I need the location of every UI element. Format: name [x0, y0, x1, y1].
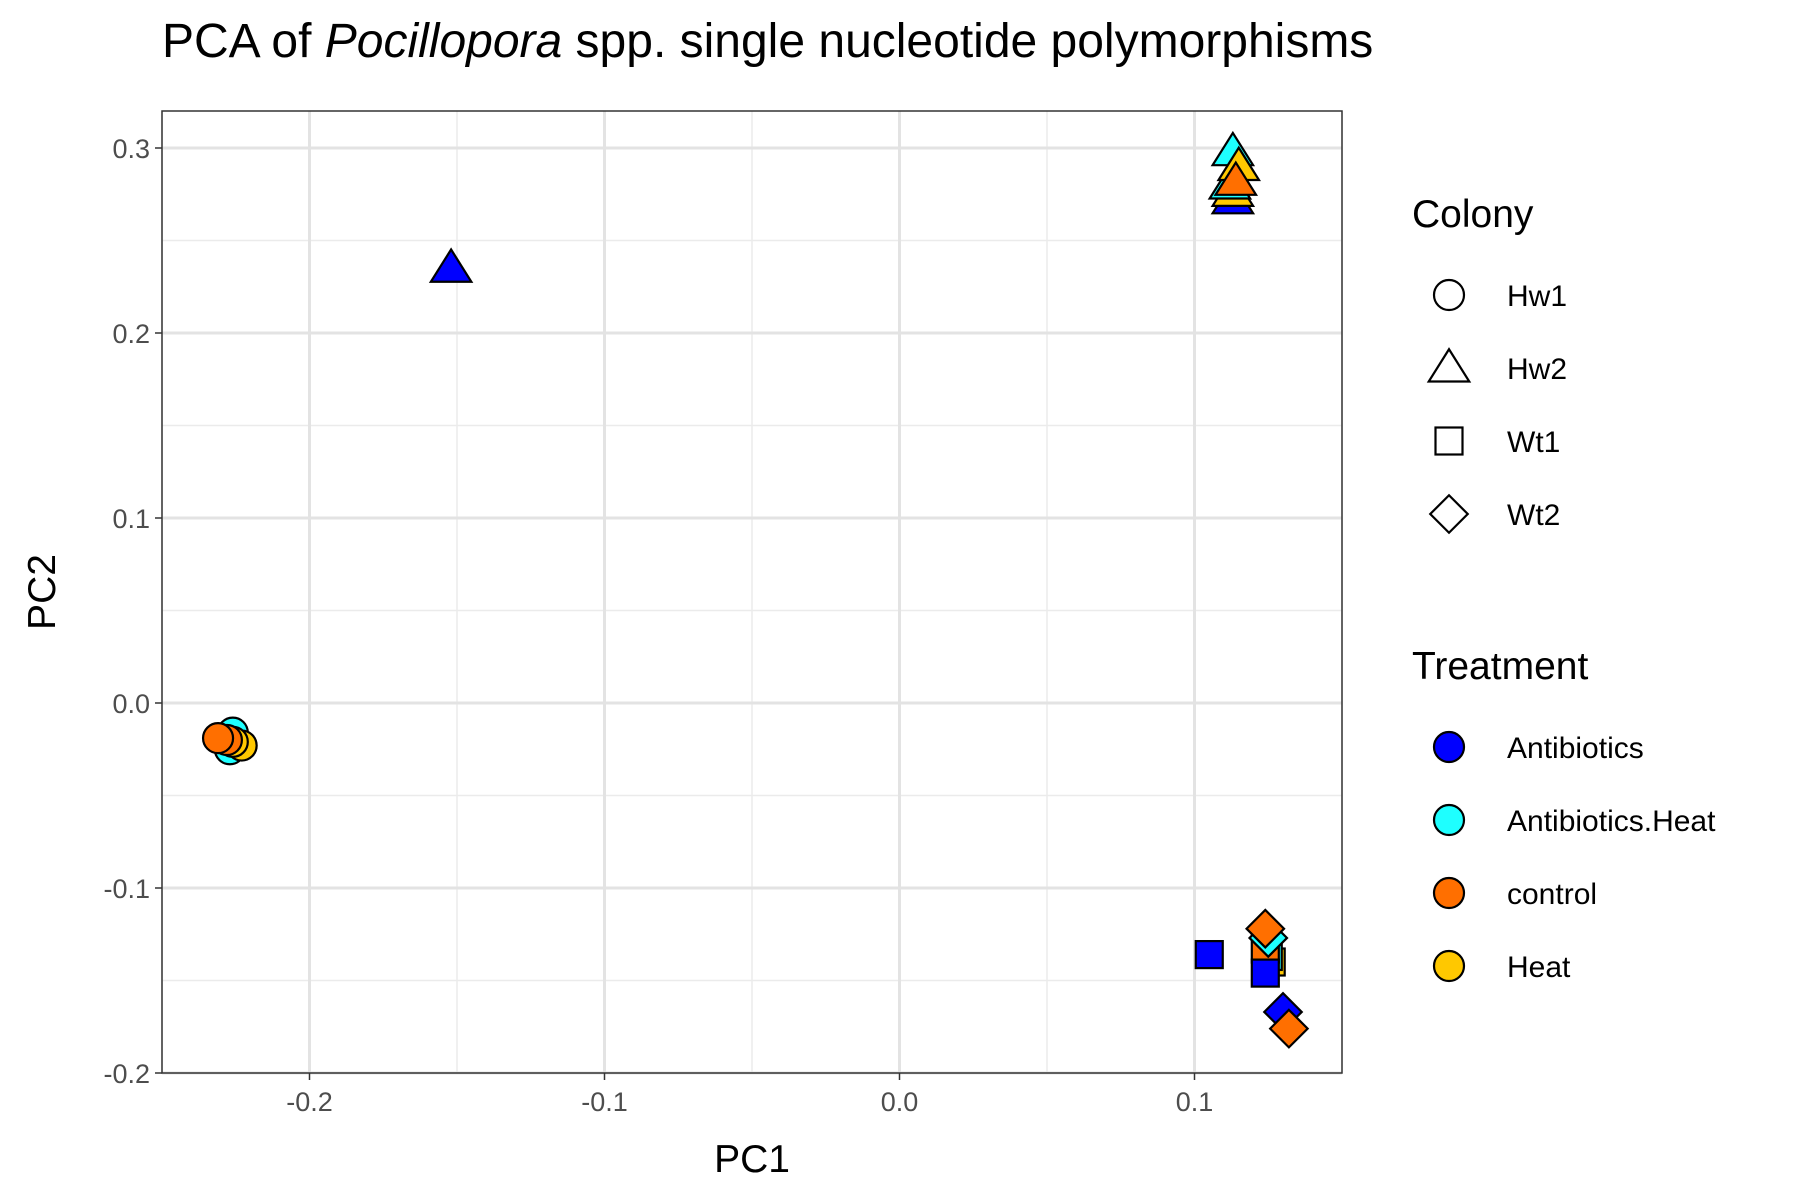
- legend-key-wt1: [1434, 426, 1464, 456]
- x-tick-label: 0.0: [881, 1087, 919, 1117]
- legend-label-wt2: Wt2: [1507, 499, 1560, 532]
- x-tick-label: 0.1: [1176, 1087, 1214, 1117]
- y-axis-ticks: -0.2 -0.1 0.0 0.1 0.2 0.3: [103, 134, 162, 1089]
- data-point-hw2: [428, 247, 474, 283]
- data-point-hw1: [201, 722, 235, 755]
- legend-title-colony: Colony: [1412, 193, 1534, 236]
- chart-title-prefix: PCA of: [162, 15, 325, 68]
- data-point-wt1: [1250, 958, 1280, 988]
- y-axis-title: PC2: [21, 554, 64, 630]
- legend-label-wt1: Wt1: [1507, 426, 1560, 459]
- legend-label-heat: Heat: [1507, 951, 1571, 984]
- legend-label-hw1: Hw1: [1507, 280, 1567, 313]
- legend-key-hw1: [1432, 278, 1466, 312]
- x-tick-label: -0.1: [581, 1087, 628, 1117]
- y-tick-label: 0.2: [112, 319, 150, 349]
- chart-title-italic: Pocillopora: [324, 15, 563, 68]
- chart-title-suffix: spp. single nucleotide polymorphisms: [562, 15, 1374, 68]
- data-points: [201, 130, 1310, 1049]
- data-point-wt2: [1268, 1008, 1310, 1049]
- chart-title: PCA of Pocillopora spp. single nucleotid…: [162, 14, 1373, 69]
- data-point-wt2: [1244, 908, 1286, 950]
- data-point-wt1: [1194, 939, 1224, 970]
- plot-panel-border: [161, 110, 1343, 1074]
- y-tick-label: 0.1: [112, 504, 150, 534]
- y-tick-label: -0.2: [103, 1059, 150, 1089]
- legend-title-treatment: Treatment: [1412, 645, 1588, 688]
- y-tick-label: -0.1: [103, 874, 150, 904]
- legend-label-hw2: Hw2: [1507, 353, 1567, 386]
- y-tick-label: 0.0: [112, 689, 150, 719]
- x-axis-ticks: -0.2 -0.1 0.0 0.1: [286, 1073, 1213, 1117]
- y-tick-label: 0.3: [112, 134, 150, 164]
- legend-key-antibiotics-heat: [1432, 803, 1466, 837]
- x-tick-label: -0.2: [286, 1087, 333, 1117]
- legend-key-wt2: [1428, 493, 1470, 535]
- legend-key-control: [1432, 876, 1466, 910]
- legend-key-antibiotics: [1432, 730, 1466, 764]
- legend-label-antibiotics: Antibiotics: [1507, 732, 1644, 765]
- legend-label-control: control: [1507, 878, 1597, 911]
- x-axis-title: PC1: [714, 1138, 790, 1181]
- legend-label-antibiotics-heat: Antibiotics.Heat: [1507, 805, 1716, 838]
- legends: Colony Hw1 Hw2 Wt1 Wt2 Treatment Antibiotics An…: [1412, 193, 1716, 984]
- data-point-hw2: [1213, 160, 1259, 196]
- legend-key-hw2: [1426, 347, 1472, 383]
- grid-minor: [161, 111, 1343, 1073]
- legend-key-heat: [1432, 949, 1466, 983]
